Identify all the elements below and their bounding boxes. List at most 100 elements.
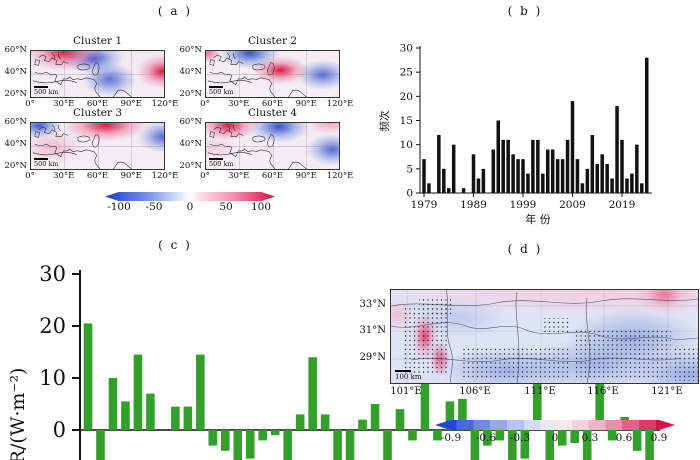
- bar: [570, 430, 580, 443]
- bar: [557, 430, 567, 446]
- bar: [620, 139, 624, 193]
- bar: [283, 430, 292, 460]
- bar: [590, 135, 595, 193]
- y-tick-label: 10: [400, 139, 413, 151]
- cluster-2-title: Cluster 2: [247, 35, 297, 47]
- bar: [560, 159, 565, 193]
- lat-tick: 20°N: [179, 89, 202, 99]
- colorbar-d-tick: 0: [551, 432, 559, 444]
- bar: [536, 139, 540, 193]
- lon-tick: 30°E: [228, 99, 250, 109]
- bar: [582, 430, 592, 460]
- bar: [531, 139, 535, 193]
- bar: [520, 430, 530, 459]
- lon-tick: 0°: [25, 99, 35, 109]
- lat-tick: 31°N: [359, 325, 386, 336]
- bar: [83, 323, 93, 430]
- y-axis-label: 频次: [378, 110, 391, 131]
- region-map: 100 km: [390, 289, 699, 384]
- lat-tick: 40°N: [179, 67, 202, 77]
- lon-tick: 121°E: [651, 386, 683, 397]
- panel-c-label: ( c ): [158, 238, 192, 252]
- colorbar-d: [435, 420, 675, 430]
- bar: [220, 430, 230, 451]
- bar: [585, 168, 590, 193]
- x-tick-label: 1979: [411, 199, 438, 211]
- bar: [476, 178, 481, 193]
- lon-tick: 60°E: [261, 171, 284, 181]
- bar: [600, 154, 604, 193]
- panel-a-label: ( a ): [157, 4, 193, 18]
- bar: [146, 393, 155, 430]
- bar: [470, 430, 480, 460]
- lat-tick: 29°N: [359, 352, 386, 363]
- bar: [233, 430, 243, 460]
- lon-tick: 0°: [25, 171, 35, 181]
- bar: [370, 404, 380, 430]
- x-axis-label: 年 份: [525, 212, 551, 226]
- bar: [541, 173, 545, 193]
- bar: [183, 406, 193, 430]
- bar: [422, 159, 426, 193]
- bar: [471, 154, 476, 193]
- lat-tick: 20°N: [4, 161, 27, 171]
- bar: [506, 139, 510, 193]
- cluster-map-4: Cluster 4 60°N 40°N 20°N 500 km 0° 30°E …: [179, 107, 353, 181]
- bar: [345, 430, 355, 460]
- bar: [483, 430, 492, 446]
- map-scale: 500 km: [34, 158, 59, 168]
- colorbar-d-tick: 0.6: [615, 432, 633, 444]
- bar: [526, 173, 530, 193]
- bar: [496, 120, 500, 193]
- bar: [395, 409, 405, 430]
- lon-tick: 90°E: [120, 99, 142, 109]
- lat-tick: 60°N: [4, 117, 27, 127]
- panel-d-label: ( d ): [507, 242, 543, 256]
- y-tick-label: 20: [400, 91, 413, 103]
- cluster-map-3: Cluster 3 60°N 40°N 20°N 500 km 0° 30°E …: [4, 107, 178, 181]
- lat-tick: 60°N: [179, 45, 202, 55]
- colorbar-d-tick: -0.9: [440, 432, 462, 444]
- bar: [308, 357, 317, 430]
- bar: [108, 378, 118, 430]
- bar: [445, 401, 455, 430]
- bar: [458, 398, 467, 430]
- bar: [632, 430, 642, 451]
- cluster-2-map: 500 km: [205, 50, 340, 98]
- x-tick-label: 1999: [510, 199, 537, 211]
- y-tick-label: 20: [39, 314, 66, 338]
- bar: [433, 430, 442, 441]
- colorbar-a-tick: 100: [250, 201, 272, 213]
- bar: [615, 106, 619, 193]
- bar: [481, 168, 486, 193]
- bar: [501, 139, 505, 193]
- frequency-bar-chart: 0 5 10 15 20 25 30 1979 1989 1999 2009 2019 频次年 份: [378, 43, 652, 226]
- map-scale: 500 km: [34, 86, 59, 96]
- lon-tick: 90°E: [120, 171, 142, 181]
- lon-tick: 120°E: [326, 99, 354, 109]
- lat-tick: 40°N: [179, 139, 202, 149]
- bar: [630, 173, 634, 193]
- bar: [258, 430, 268, 441]
- bar: [610, 178, 614, 193]
- bar: [491, 149, 496, 193]
- bar: [427, 183, 431, 193]
- colorbar-a-tick: 50: [219, 201, 233, 213]
- colorbar-d-tick: -0.6: [475, 432, 497, 444]
- lon-tick: 30°E: [228, 171, 250, 181]
- cluster-1-title: Cluster 1: [72, 35, 122, 47]
- lon-tick: 60°E: [261, 99, 284, 109]
- olr-bar-chart: 3020100-10-20-3019791989199920092019OLR/…: [7, 262, 660, 460]
- bar: [565, 139, 570, 193]
- lon-tick: 0°: [200, 99, 210, 109]
- lat-tick: 40°N: [4, 67, 27, 77]
- y-tick-label: 15: [400, 115, 413, 127]
- lat-tick: 33°N: [359, 299, 386, 310]
- y-tick-label: 10: [39, 366, 66, 390]
- x-tick-label: 1989: [460, 199, 487, 211]
- bar: [451, 144, 456, 193]
- bar: [196, 354, 205, 430]
- bar: [461, 188, 466, 193]
- lon-tick: 90°E: [295, 171, 317, 181]
- bar: [437, 135, 441, 193]
